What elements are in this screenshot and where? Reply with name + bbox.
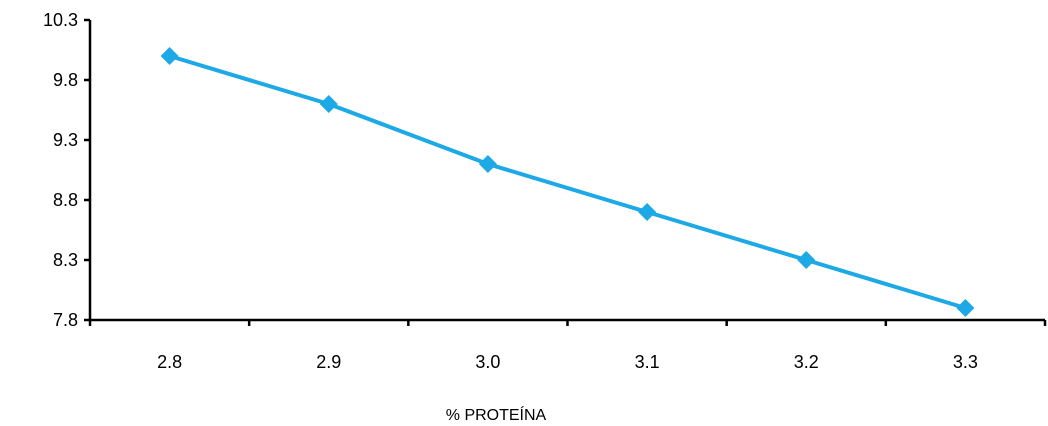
data-point-marker [797, 251, 816, 269]
series-line [169, 54, 966, 310]
y-tick-label: 10.3 [43, 10, 78, 30]
x-tick-label: 3.2 [794, 352, 819, 372]
data-point-marker [319, 95, 338, 113]
data-point-marker [956, 299, 975, 317]
data-point-marker [638, 203, 657, 221]
y-tick-label: 7.8 [53, 310, 78, 330]
x-axis-title: % PROTEÍNA [446, 405, 547, 424]
y-tick-label: 9.8 [53, 70, 78, 90]
y-axis: 7.8 8.3 8.8 9.3 9.8 10.3 [43, 10, 92, 330]
data-point-marker [478, 155, 497, 173]
x-axis: 2.8 2.9 3.0 3.1 3.2 3.3 [88, 318, 1047, 372]
y-tick-label: 8.8 [53, 190, 78, 210]
y-tick-label: 8.3 [53, 250, 78, 270]
x-tick-label: 2.9 [316, 352, 341, 372]
series-group [160, 47, 975, 317]
y-tick-label: 9.3 [53, 130, 78, 150]
x-tick-label: 3.3 [953, 352, 978, 372]
x-tick-label: 2.8 [157, 352, 182, 372]
data-point-marker [160, 47, 179, 65]
x-tick-label: 3.0 [475, 352, 500, 372]
x-tick-label: 3.1 [635, 352, 660, 372]
